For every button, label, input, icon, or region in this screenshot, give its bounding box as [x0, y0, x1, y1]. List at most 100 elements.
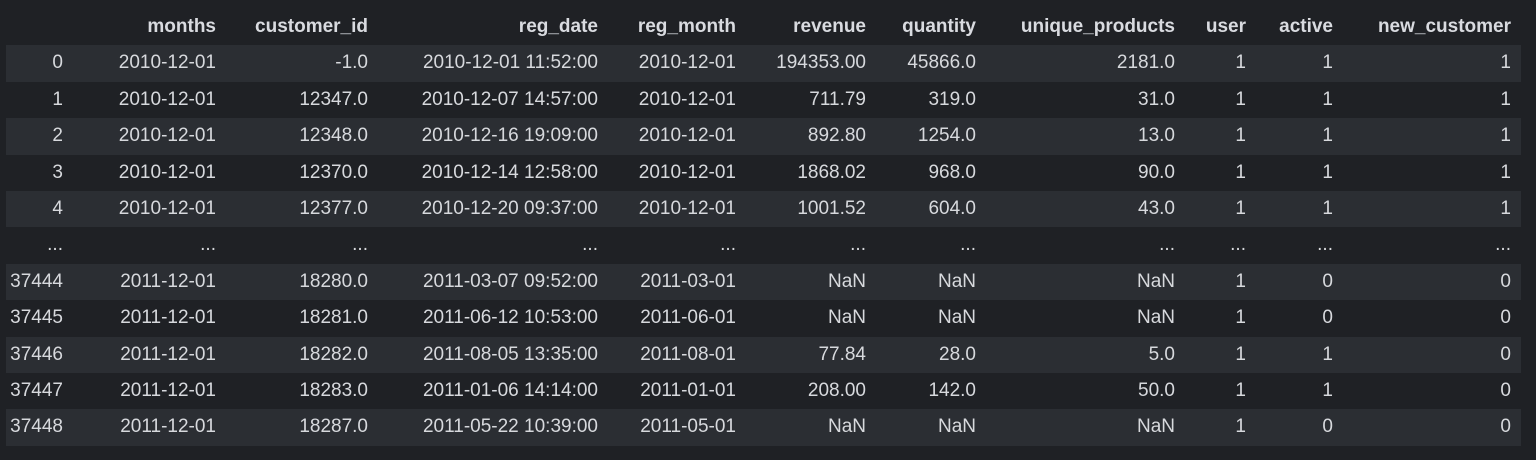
cell-reg-date: 2010-12-01 11:52:00 — [378, 45, 608, 82]
cell-revenue: NaN — [746, 409, 876, 446]
cell-customer-id: -1.0 — [226, 45, 378, 82]
row-index: 37448 — [6, 409, 91, 446]
cell-revenue: 1868.02 — [746, 154, 876, 192]
cell-new-customer: 0 — [1343, 409, 1521, 446]
cell-user: 1 — [1185, 409, 1256, 446]
cell-unique-products: 5.0 — [986, 336, 1185, 374]
cell-unique-products: 90.0 — [986, 154, 1185, 192]
cell-new-customer: 1 — [1343, 191, 1521, 228]
cell-quantity: 968.0 — [876, 154, 986, 192]
cell-new-customer: 0 — [1343, 263, 1521, 301]
cell-reg-month: 2010-12-01 — [608, 118, 746, 155]
column-header-quantity: quantity — [876, 9, 986, 46]
cell-quantity: ... — [876, 227, 986, 264]
cell-revenue: 77.84 — [746, 336, 876, 374]
column-header-new-customer: new_customer — [1343, 9, 1521, 46]
cell-revenue: NaN — [746, 300, 876, 337]
cell-active: 1 — [1256, 336, 1343, 374]
table-row: 37444 2011-12-01 18280.0 2011-03-07 09:52:0… — [6, 263, 1521, 301]
cell-unique-products: NaN — [986, 300, 1185, 337]
row-index: 4 — [6, 191, 91, 228]
cell-active: 1 — [1256, 191, 1343, 228]
cell-reg-date: 2011-06-12 10:53:00 — [378, 300, 608, 337]
row-index: 37444 — [6, 263, 91, 301]
cell-unique-products: 50.0 — [986, 373, 1185, 410]
row-index: 37447 — [6, 373, 91, 410]
cell-customer-id: 12377.0 — [226, 191, 378, 228]
cell-reg-month: 2010-12-01 — [608, 81, 746, 119]
cell-reg-date: ... — [378, 227, 608, 264]
cell-revenue: NaN — [746, 263, 876, 301]
cell-unique-products: 13.0 — [986, 118, 1185, 155]
cell-customer-id: 18283.0 — [226, 373, 378, 410]
cell-months: 2011-12-01 — [91, 300, 226, 337]
table-row: 2 2010-12-01 12348.0 2010-12-16 19:09:00 201… — [6, 118, 1521, 155]
dataframe-output: months customer_id reg_date reg_month revenu… — [6, 9, 1521, 446]
column-header-unique-products: unique_products — [986, 9, 1185, 46]
cell-active: 1 — [1256, 81, 1343, 119]
cell-reg-date: 2010-12-20 09:37:00 — [378, 191, 608, 228]
cell-active: 0 — [1256, 300, 1343, 337]
cell-customer-id: 18280.0 — [226, 263, 378, 301]
cell-customer-id: ... — [226, 227, 378, 264]
cell-reg-month: 2011-03-01 — [608, 263, 746, 301]
cell-months: ... — [91, 227, 226, 264]
cell-reg-date: 2011-05-22 10:39:00 — [378, 409, 608, 446]
cell-quantity: NaN — [876, 300, 986, 337]
cell-months: 2010-12-01 — [91, 118, 226, 155]
cell-customer-id: 18282.0 — [226, 336, 378, 374]
cell-revenue: ... — [746, 227, 876, 264]
table-row: 37446 2011-12-01 18282.0 2011-08-05 13:35:0… — [6, 336, 1521, 374]
column-header-user: user — [1185, 9, 1256, 46]
row-index: 0 — [6, 45, 91, 82]
cell-user: ... — [1185, 227, 1256, 264]
table-row: 1 2010-12-01 12347.0 2010-12-07 14:57:00 201… — [6, 81, 1521, 119]
cell-reg-month: 2011-08-01 — [608, 336, 746, 374]
table-row: 37445 2011-12-01 18281.0 2011-06-12 10:53:0… — [6, 300, 1521, 337]
cell-revenue: 1001.52 — [746, 191, 876, 228]
cell-user: 1 — [1185, 154, 1256, 192]
cell-reg-month: 2011-05-01 — [608, 409, 746, 446]
cell-months: 2011-12-01 — [91, 373, 226, 410]
cell-reg-date: 2010-12-16 19:09:00 — [378, 118, 608, 155]
dataframe-table: months customer_id reg_date reg_month revenu… — [6, 9, 1521, 446]
cell-customer-id: 12348.0 — [226, 118, 378, 155]
cell-active: 0 — [1256, 409, 1343, 446]
row-index: 37446 — [6, 336, 91, 374]
cell-new-customer: ... — [1343, 227, 1521, 264]
header-row: months customer_id reg_date reg_month revenu… — [6, 9, 1521, 46]
cell-unique-products: NaN — [986, 409, 1185, 446]
cell-quantity: NaN — [876, 409, 986, 446]
cell-quantity: NaN — [876, 263, 986, 301]
cell-customer-id: 18281.0 — [226, 300, 378, 337]
cell-reg-month: 2010-12-01 — [608, 154, 746, 192]
table-row: ................................. — [6, 227, 1521, 264]
cell-new-customer: 0 — [1343, 336, 1521, 374]
cell-new-customer: 1 — [1343, 81, 1521, 119]
cell-new-customer: 1 — [1343, 118, 1521, 155]
cell-user: 1 — [1185, 263, 1256, 301]
cell-active: ... — [1256, 227, 1343, 264]
cell-reg-date: 2011-03-07 09:52:00 — [378, 263, 608, 301]
cell-revenue: 892.80 — [746, 118, 876, 155]
cell-reg-date: 2010-12-14 12:58:00 — [378, 154, 608, 192]
column-header-revenue: revenue — [746, 9, 876, 46]
cell-quantity: 28.0 — [876, 336, 986, 374]
cell-reg-date: 2011-01-06 14:14:00 — [378, 373, 608, 410]
cell-months: 2010-12-01 — [91, 45, 226, 82]
cell-quantity: 1254.0 — [876, 118, 986, 155]
cell-revenue: 711.79 — [746, 81, 876, 119]
cell-user: 1 — [1185, 45, 1256, 82]
cell-revenue: 208.00 — [746, 373, 876, 410]
cell-new-customer: 0 — [1343, 300, 1521, 337]
cell-months: 2011-12-01 — [91, 263, 226, 301]
cell-reg-month: 2010-12-01 — [608, 45, 746, 82]
cell-new-customer: 1 — [1343, 154, 1521, 192]
table-body: 0 2010-12-01 -1.0 2010-12-01 11:52:00 2010-1… — [6, 45, 1521, 446]
table-row: 4 2010-12-01 12377.0 2010-12-20 09:37:00 201… — [6, 191, 1521, 228]
row-index: 1 — [6, 81, 91, 119]
cell-unique-products: 31.0 — [986, 81, 1185, 119]
cell-customer-id: 12370.0 — [226, 154, 378, 192]
cell-user: 1 — [1185, 336, 1256, 374]
cell-quantity: 604.0 — [876, 191, 986, 228]
